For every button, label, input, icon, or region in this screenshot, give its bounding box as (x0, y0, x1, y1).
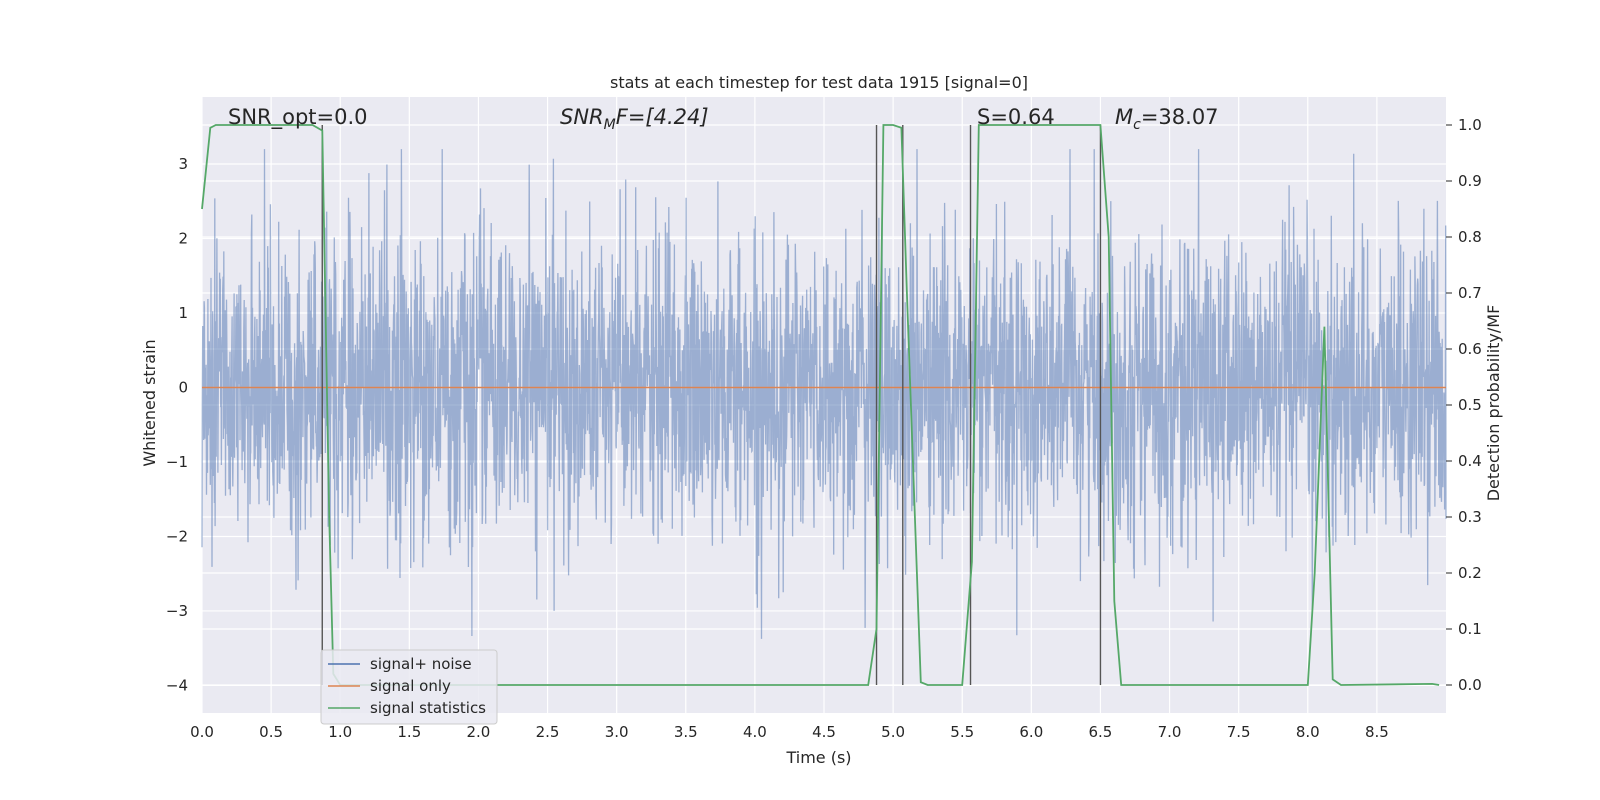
x-tick-label: 0.0 (190, 723, 214, 741)
y-tick-label: 1 (178, 304, 188, 322)
x-tick-label: 4.5 (812, 723, 836, 741)
y-tick-label: 2 (178, 230, 188, 248)
y-axis-label: Whitened strain (140, 339, 159, 466)
y-tick-label: −2 (166, 527, 188, 545)
signal-noise-line (201, 149, 1447, 639)
annotation-s: S=0.64 (977, 105, 1055, 129)
legend-label-signal-only: signal only (370, 677, 451, 695)
x-tick-label: 0.5 (259, 723, 283, 741)
y2-tick-label: 0.7 (1458, 284, 1482, 302)
vertical-markers (321, 125, 1102, 685)
y-tick-label: −4 (166, 676, 188, 694)
y2-tick-label: 0.9 (1458, 172, 1482, 190)
x-tick-label: 2.5 (536, 723, 560, 741)
x-tick-label: 8.0 (1296, 723, 1320, 741)
x-tick-label: 6.5 (1089, 723, 1113, 741)
y-tick-label: 0 (178, 378, 188, 396)
y-tick-label: −3 (166, 602, 188, 620)
y2-axis-ticks: 0.0 0.1 0.2 0.3 0.4 0.5 0.6 0.7 0.8 0.9 1.0 (1446, 116, 1482, 694)
signal-noise-series (201, 149, 1447, 639)
x-tick-label: 7.0 (1158, 723, 1182, 741)
y2-tick-label: 0.2 (1458, 564, 1482, 582)
y-tick-label: 3 (178, 155, 188, 173)
x-tick-label: 3.5 (674, 723, 698, 741)
legend: signal+ noise signal only signal statist… (320, 649, 498, 725)
y2-axis-label: Detection probability/MF (1484, 305, 1503, 502)
y-tick-label: −1 (166, 453, 188, 471)
y2-tick-label: 0.1 (1458, 620, 1482, 638)
y2-tick-label: 0.5 (1458, 396, 1482, 414)
x-tick-label: 1.0 (328, 723, 352, 741)
x-tick-label: 7.5 (1227, 723, 1251, 741)
annotation-snr-mf: SNRMF=[4.24] (560, 105, 709, 133)
x-tick-label: 3.0 (605, 723, 629, 741)
y2-tick-label: 0.0 (1458, 676, 1482, 694)
y2-tick-label: 0.8 (1458, 228, 1482, 246)
chart-title: stats at each timestep for test data 191… (610, 73, 1028, 92)
y-axis-ticks: −4 −3 −2 −1 0 1 2 3 (166, 155, 188, 694)
annotation-mc: Mc=38.07 (1115, 105, 1219, 133)
y2-tick-label: 1.0 (1458, 116, 1482, 134)
annotation-snr-opt: SNR_opt=0.0 (228, 105, 368, 130)
y2-tick-label: 0.6 (1458, 340, 1482, 358)
x-axis-ticks: 0.0 0.5 1.0 1.5 2.0 2.5 3.0 3.5 4.0 4.5 5.0 5.5 6.0 6… (190, 723, 1389, 741)
x-tick-label: 5.5 (950, 723, 974, 741)
x-axis-label: Time (s) (785, 748, 851, 767)
y2-tick-label: 0.3 (1458, 508, 1482, 526)
y2-tick-label: 0.4 (1458, 452, 1482, 470)
x-tick-label: 2.0 (467, 723, 491, 741)
legend-box (320, 649, 498, 725)
signal-statistics-line (201, 124, 1440, 686)
x-tick-label: 6.0 (1019, 723, 1043, 741)
legend-label-signal-noise: signal+ noise (370, 655, 472, 673)
x-tick-label: 1.5 (397, 723, 421, 741)
signal-statistics-series (201, 124, 1440, 686)
legend-label-signal-statistics: signal statistics (370, 699, 486, 717)
x-tick-label: 4.0 (743, 723, 767, 741)
x-tick-label: 5.0 (881, 723, 905, 741)
x-tick-label: 8.5 (1365, 723, 1389, 741)
